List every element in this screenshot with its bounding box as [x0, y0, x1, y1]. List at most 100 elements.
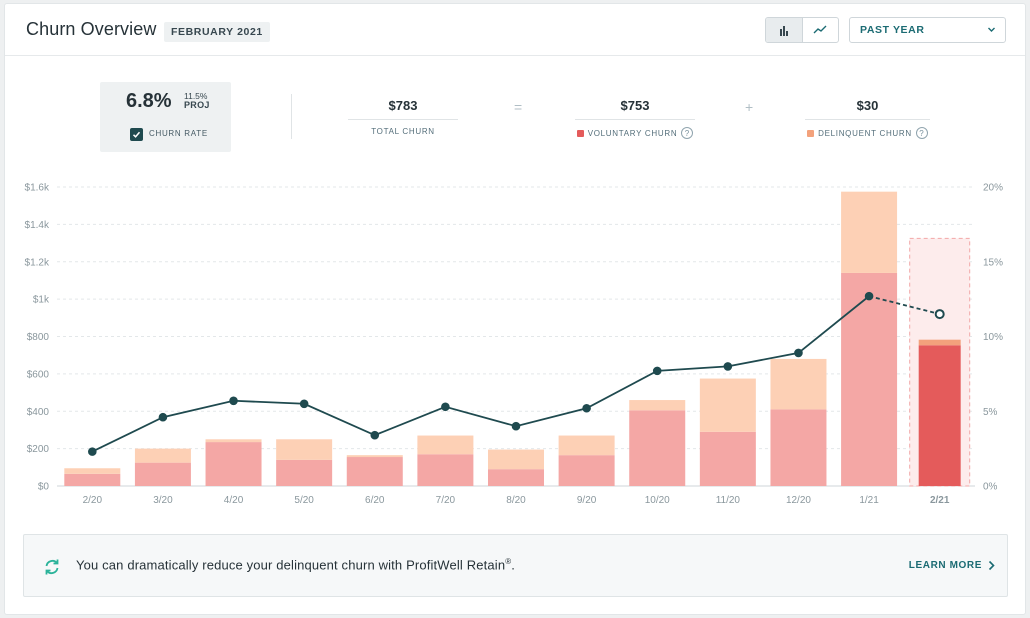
registered-mark: ®	[505, 557, 512, 566]
bar-delinquent	[488, 449, 544, 470]
equals-sign: =	[514, 99, 523, 115]
plus-sign: +	[745, 99, 754, 115]
bar-voluntary	[770, 409, 827, 486]
projected-rate-value: 11.5%	[184, 91, 208, 101]
voluntary-churn-stat: $753 VOLUNTARY CHURN ?	[575, 96, 695, 139]
churn-rate-point	[441, 402, 450, 412]
delinquent-swatch	[807, 129, 815, 137]
bar-delinquent	[558, 435, 615, 456]
help-icon[interactable]: ?	[915, 127, 928, 139]
y2-tick-label: 10%	[983, 332, 1003, 343]
bar-chart-icon	[779, 25, 788, 36]
summary-divider	[291, 94, 292, 139]
total-churn-value: $783	[348, 96, 458, 120]
x-tick-label: 7/20	[436, 495, 456, 506]
churn-rate-point	[511, 421, 521, 431]
x-tick-label: 2/21	[930, 495, 950, 506]
churn-rate-point	[794, 348, 803, 358]
churn-rate-box: 6.8% 11.5% PROJ CHURN RATE	[100, 82, 231, 152]
delinquent-churn-label: DELINQUENT CHURN	[818, 128, 912, 138]
y-tick-label: $600	[27, 369, 50, 380]
x-tick-label: 10/20	[645, 495, 670, 506]
x-tick-label: 12/20	[786, 495, 811, 506]
voluntary-swatch	[576, 129, 584, 137]
total-churn-label: TOTAL CHURN	[371, 127, 435, 136]
bar-voluntary	[417, 454, 474, 486]
x-tick-label: 5/20	[294, 495, 314, 506]
x-tick-label: 3/20	[153, 495, 173, 506]
card-header: Churn Overview FEBRUARY 2021 PAST YEAR	[5, 4, 1025, 56]
chevron-down-icon	[987, 18, 996, 51]
bar-delinquent	[346, 455, 403, 458]
churn-rate-point	[582, 403, 591, 413]
bar-voluntary	[841, 272, 898, 486]
x-tick-label: 6/20	[365, 495, 385, 506]
churn-rate-point	[229, 396, 238, 406]
bar-delinquent	[205, 439, 262, 443]
y-tick-label: $1.6k	[25, 183, 50, 194]
bar-delinquent	[417, 435, 474, 455]
refresh-icon	[45, 559, 59, 575]
churn-chart: $0 $200 $400 $600 $800 $1k $1.2k $1.4k $1.6k 0% 5%…	[25, 183, 1004, 507]
y2-tick-label: 5%	[983, 407, 998, 418]
x-tick-label: 4/20	[224, 495, 244, 506]
bar-voluntary	[205, 442, 262, 486]
bar-voluntary	[488, 469, 544, 486]
delinquent-churn-stat: $30 DELINQUENT CHURN ?	[805, 96, 930, 139]
check-icon	[132, 131, 141, 138]
chart-type-toggle	[765, 17, 839, 43]
learn-more-link[interactable]: LEARN MORE	[909, 560, 995, 571]
churn-rate-point	[723, 362, 733, 371]
banner-message-end: .	[511, 557, 516, 573]
x-tick-label: 11/20	[716, 495, 741, 506]
churn-rate-point	[864, 291, 874, 301]
line-chart-icon	[813, 25, 827, 34]
bar-delinquent	[841, 191, 898, 273]
page-title: Churn Overview	[26, 19, 157, 39]
bar-delinquent	[64, 468, 121, 474]
bar-delinquent	[699, 378, 756, 432]
retain-banner: You can dramatically reduce your delinqu…	[23, 534, 1008, 597]
bar-delinquent	[134, 448, 191, 463]
churn-rate-value: 6.8%	[126, 90, 172, 112]
bar-chart-button[interactable]	[766, 18, 803, 42]
delinquent-churn-value: $30	[805, 96, 930, 120]
y-tick-label: $400	[27, 407, 50, 418]
bar-voluntary	[134, 462, 191, 486]
y-tick-label: $1.4k	[25, 220, 50, 231]
date-badge: FEBRUARY 2021	[164, 22, 270, 42]
bar-delinquent	[629, 400, 686, 411]
bar-voluntary	[558, 455, 615, 486]
churn-rate-checkbox[interactable]	[130, 128, 143, 141]
churn-rate-projection	[868, 295, 940, 315]
y2-tick-label: 0%	[983, 482, 998, 493]
y2-tick-label: 15%	[983, 257, 1003, 268]
bar-voluntary	[276, 459, 333, 486]
bar-voluntary	[629, 410, 686, 486]
banner-message: You can dramatically reduce your delinqu…	[76, 557, 515, 572]
churn-rate-point	[934, 309, 945, 320]
churn-rate-point	[158, 412, 168, 422]
period-select[interactable]: PAST YEAR	[849, 17, 1006, 43]
churn-rate-checkbox-label: CHURN RATE	[149, 129, 208, 138]
help-icon[interactable]: ?	[681, 127, 694, 139]
churn-rate-point	[88, 447, 97, 456]
y-tick-label: $1k	[33, 295, 50, 306]
y-tick-label: $1.2k	[25, 257, 50, 268]
churn-rate-point	[370, 430, 380, 440]
total-churn-stat: $783 TOTAL CHURN	[348, 96, 458, 136]
projected-label: PROJ	[184, 100, 210, 110]
bar-voluntary	[64, 473, 121, 486]
voluntary-churn-value: $753	[575, 96, 695, 120]
bar-delinquent	[918, 339, 961, 346]
bar-voluntary	[918, 345, 961, 486]
churn-rate-point	[652, 366, 662, 376]
learn-more-label: LEARN MORE	[908, 560, 982, 571]
chevron-right-icon	[988, 560, 995, 571]
x-tick-label: 8/20	[506, 495, 526, 506]
line-chart-button[interactable]	[803, 18, 839, 42]
x-tick-label: 9/20	[577, 495, 597, 506]
y-tick-label: $0	[38, 482, 50, 493]
bar-delinquent	[276, 439, 333, 460]
y-tick-label: $200	[27, 444, 50, 455]
